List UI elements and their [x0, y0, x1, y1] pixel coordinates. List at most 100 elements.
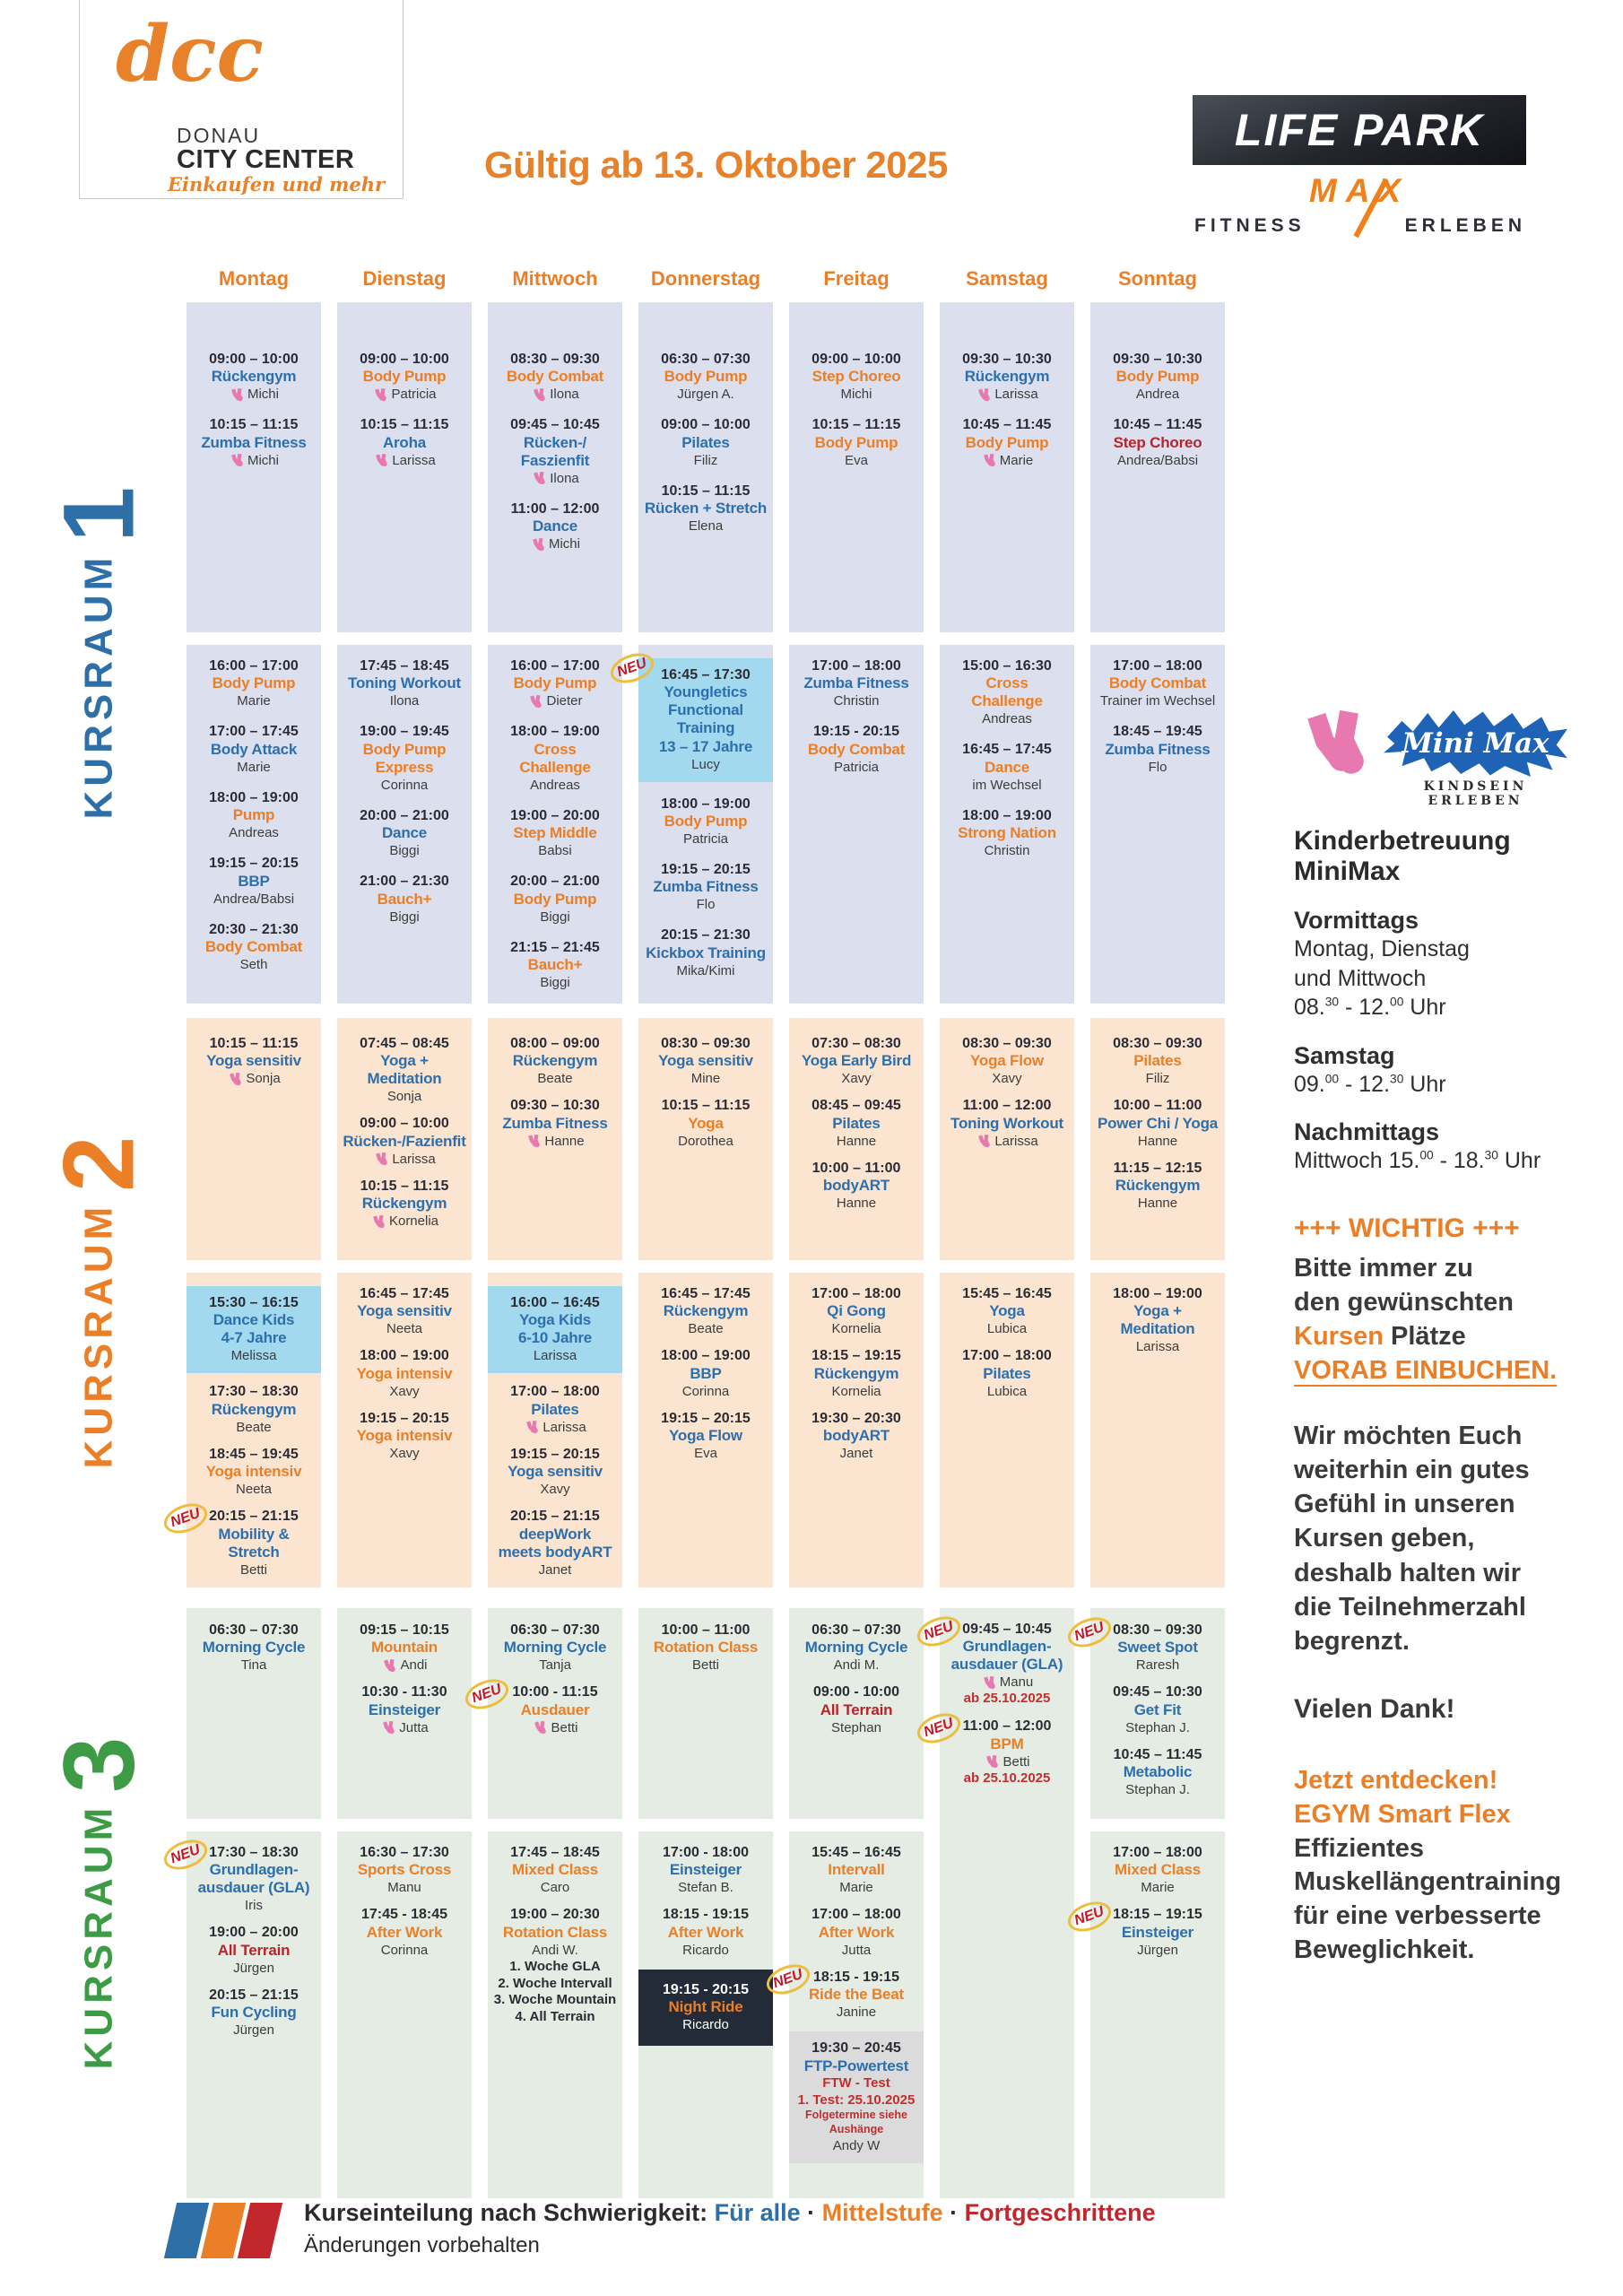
class-name: Yoga sensitiv — [658, 1052, 753, 1070]
notice-segment: Plätze — [1383, 1322, 1466, 1352]
childcare-time-line: Mittwoch 15.00 - 18.30 Uhr — [1294, 1146, 1621, 1176]
day-column-samstag: 09:30 – 10:30 Rückengym Larissa 10:45 – 11:… — [940, 302, 1074, 1004]
class-entry: 09:00 – 10:00 Step Choreo Michi — [794, 352, 918, 403]
childcare-time-segment: 30 — [1324, 995, 1340, 1009]
class-instructor: Larissa — [343, 1152, 466, 1168]
class-name: Yoga Early Bird — [801, 1052, 912, 1070]
class-instructor: Andi W. — [532, 1942, 578, 1958]
class-entry: 06:30 – 07:30 Morning Cycle Tanja — [493, 1622, 617, 1674]
class-entry: 11:00 – 12:00 Toning Workout Larissa — [945, 1098, 1069, 1149]
childcare-time-segment: - 12. — [1339, 995, 1391, 1020]
class-entry: 19:15 – 20:15 Zumba Fitness Flo — [644, 862, 768, 913]
class-instructor: Lubica — [986, 1383, 1028, 1399]
day-header-sonntag: Sonntag — [1118, 267, 1197, 290]
class-instructor: Mine — [690, 1071, 721, 1087]
class-instructor: Ilona — [493, 387, 617, 403]
class-entry: 17:30 – 18:30 Rückengym Beate — [192, 1384, 316, 1435]
class-time: 08:30 – 09:30 — [1113, 1036, 1202, 1051]
class-time: 16:00 – 17:00 — [510, 658, 600, 674]
day-header-dienstag: Dienstag — [362, 267, 447, 290]
class-instructor: Marie — [237, 693, 271, 709]
class-name: Rücken-/ Faszienfit — [520, 433, 590, 469]
day-header-freitag: Freitag — [823, 267, 890, 290]
class-time: 18:00 – 19:00 — [360, 1348, 449, 1364]
class-instructor: Jutta — [343, 1720, 466, 1736]
class-entry: 15:30 – 16:15 Dance Kids 4-7 Jahre Melissa — [187, 1286, 321, 1374]
class-instructor: Jürgen A. — [677, 387, 734, 403]
class-time: 11:00 – 12:00 — [962, 1098, 1052, 1114]
class-time: 17:00 – 18:00 — [510, 1384, 600, 1400]
class-entry: 11:00 – 12:00 Dance Michi — [493, 501, 617, 552]
room-number: 3 — [42, 1736, 155, 1793]
day-column-montag: 09:00 – 10:00 Rückengym Michi 10:15 – 11:15… — [187, 302, 321, 1004]
schedule-block: 10:00 – 11:00 Rotation Class Betti — [638, 1608, 773, 1819]
childcare-time-segment: Mittwoch 15. — [1294, 1148, 1420, 1173]
class-entry: NEU 11:00 – 12:00 BPM Betti ab 25.10.2025 — [913, 1708, 1069, 1787]
class-instructor: Larissa — [1135, 1339, 1180, 1355]
class-entry: 19:00 – 19:45 Body Pump Express Corinna — [343, 724, 466, 793]
class-name: Body Pump — [664, 812, 748, 830]
class-name: Yoga Flow — [970, 1052, 1044, 1070]
class-time: 19:15 – 20:15 — [661, 1410, 751, 1426]
childcare-socks-icon — [976, 1135, 991, 1148]
class-instructor: Manu — [387, 1880, 421, 1896]
schedule-block: 15:45 – 16:45 Intervall Marie 17:00 – 18:00… — [762, 1831, 924, 2198]
class-instructor: Marie — [839, 1880, 873, 1896]
class-name: Metabolic — [1123, 1763, 1193, 1781]
day-column-montag: 06:30 – 07:30 Morning Cycle Tina NEU 17:30 –… — [160, 1608, 321, 2198]
class-instructor: Dieter — [493, 693, 617, 709]
class-name: Toning Workout — [348, 674, 461, 692]
class-time: 17:45 – 18:45 — [360, 658, 449, 674]
class-instructor: Marie — [1141, 1880, 1175, 1896]
class-entry: 06:30 – 07:30 Body Pump Jürgen A. — [644, 352, 768, 403]
class-instructor: Andi M. — [833, 1657, 880, 1674]
class-name: Bauch+ — [377, 890, 432, 908]
class-instructor: Filiz — [1145, 1071, 1170, 1087]
class-name: Body Pump — [513, 890, 597, 908]
class-time: 18:45 – 19:45 — [209, 1446, 299, 1462]
class-time: 17:00 – 18:00 — [812, 658, 901, 674]
notice-paragraph: Wir möchten Euch weiterhin ein gutes Gefüh… — [1294, 1419, 1621, 1659]
class-entry: 18:45 – 19:45 Yoga intensiv Neeta — [192, 1447, 316, 1498]
class-name: Night Ride — [668, 1998, 743, 2016]
schedule-block: 16:45 – 17:45 Rückengym Beate 18:00 – 19:00… — [638, 1273, 773, 1587]
schedule-block: 17:00 – 18:00 Mixed Class Marie NEU 18:15 – … — [1063, 1831, 1225, 2198]
schedule-block: 08:00 – 09:00 Rückengym Beate 09:30 – 10:30… — [488, 1018, 622, 1260]
class-entry: 19:15 – 20:15 Yoga Flow Eva — [644, 1411, 768, 1462]
class-time: 19:00 – 20:00 — [209, 1925, 299, 1941]
class-time: 10:00 – 11:00 — [661, 1622, 751, 1638]
class-time: 18:15 – 19:15 — [812, 1348, 901, 1364]
class-instructor: Hanne — [836, 1133, 877, 1149]
class-name: Rückengym — [211, 368, 297, 386]
class-instructor: Larissa — [945, 387, 1069, 403]
class-entry: NEU 18:15 - 19:15 Ride the Beat Janine — [762, 1959, 918, 2021]
class-name: Mountain — [371, 1639, 438, 1657]
class-time: 10:15 – 11:15 — [661, 483, 751, 499]
class-instructor: Hanne — [493, 1134, 617, 1150]
class-time: 08:30 – 09:30 — [1113, 1622, 1202, 1638]
day-column-mittwoch: 08:00 – 09:00 Rückengym Beate 09:30 – 10:30… — [488, 1018, 622, 1587]
class-instructor: Jürgen — [233, 2022, 274, 2039]
class-entry: 08:45 – 09:45 Pilates Hanne — [794, 1098, 918, 1149]
class-instructor: Beate — [688, 1321, 724, 1337]
class-instructor: Janet — [538, 1561, 572, 1578]
class-name: Einsteiger — [368, 1700, 441, 1718]
class-entry: 18:15 - 19:15 After Work Ricardo — [644, 1907, 768, 1958]
lifepark-logo-text: LIFE PARK — [1234, 105, 1485, 155]
schedule: KURSRAUM 1 09:00 – 10:00 Rückengym Michi 10:1… — [27, 302, 1246, 2198]
day-header-donnerstag: Donnerstag — [650, 267, 761, 290]
class-instructor: Jürgen — [1137, 1942, 1178, 1958]
notice-line: Bitte immer zu — [1294, 1251, 1621, 1285]
class-entry: 17:00 – 18:00 Body Combat Trainer im Wechs… — [1096, 658, 1219, 709]
room-label-text: KURSRAUM — [76, 552, 121, 820]
childcare-time-segment: 30 — [1390, 1072, 1404, 1086]
class-entry: NEU 18:15 – 19:15 Einsteiger Jürgen — [1063, 1896, 1219, 1958]
class-entry: 10:15 – 11:15 Body Pump Eva — [794, 417, 918, 468]
class-name: bodyART — [822, 1177, 890, 1195]
class-instructor: Eva — [845, 452, 868, 468]
class-entry: 18:15 – 19:15 Rückengym Kornelia — [794, 1348, 918, 1399]
class-time: 19:15 – 20:15 — [510, 1446, 600, 1462]
egym-paragraph-line: Beweglichkeit. — [1294, 1935, 1475, 1964]
class-time: 20:15 – 21:15 — [510, 1509, 600, 1525]
changes-reserved-text: Änderungen vorbehalten — [304, 2233, 540, 2257]
